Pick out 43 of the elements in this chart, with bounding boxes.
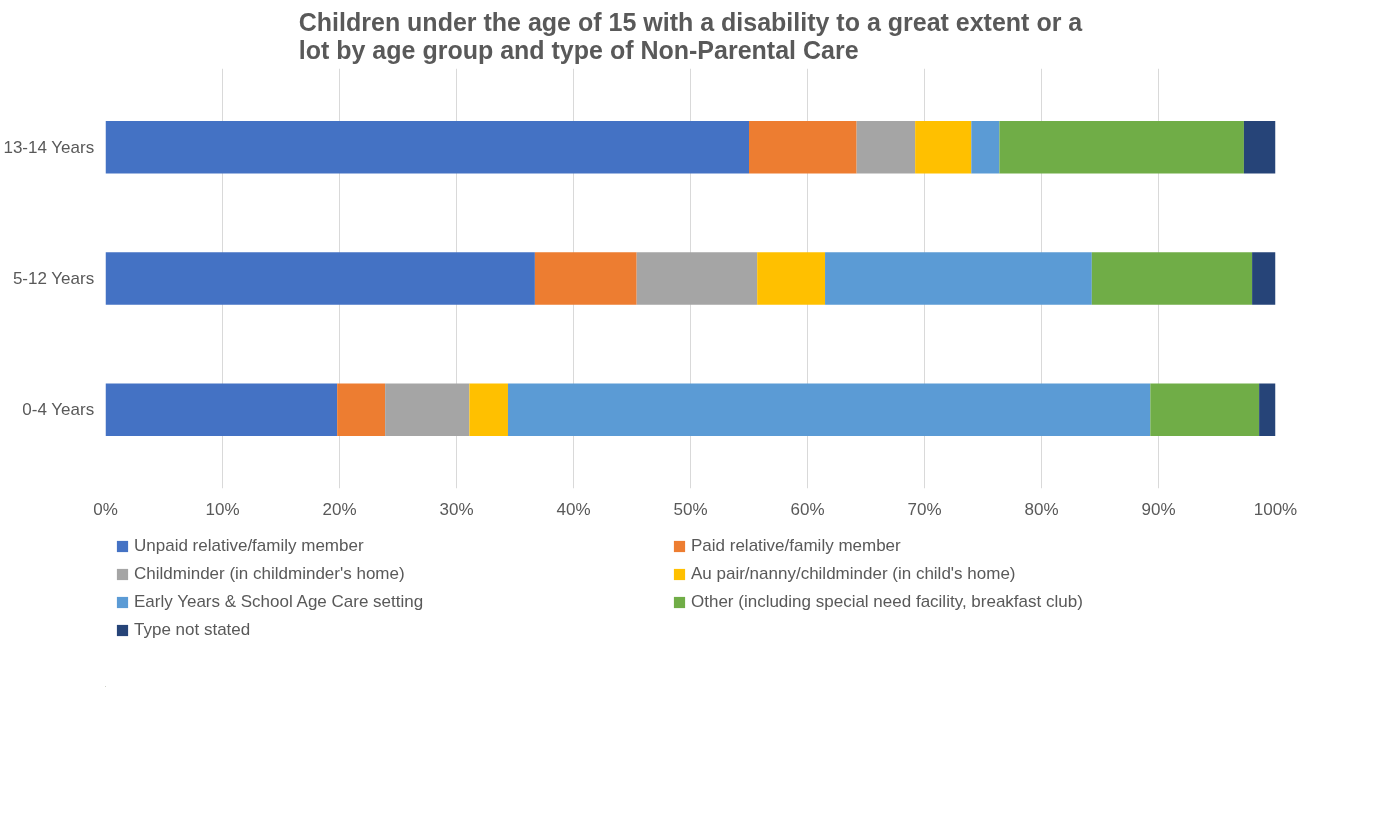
x-tick-label: 20% <box>322 499 357 519</box>
bar <box>105 121 749 174</box>
x-tick-label: 50% <box>673 499 708 519</box>
x-tick-label: 100% <box>1253 499 1298 519</box>
y-tick-label: 0-4 Years <box>22 400 95 420</box>
legend-label: Au pair/nanny/childminder (in child's home) <box>691 564 1017 584</box>
bar <box>469 383 508 436</box>
x-tick-label: 70% <box>907 499 942 519</box>
bar <box>636 252 758 305</box>
bar <box>856 121 916 174</box>
bar <box>1259 383 1276 436</box>
legend-label: Other (including special need facility, breakfast club) <box>691 592 1084 612</box>
legend-label: Type not stated <box>134 620 252 640</box>
x-tick-label: 90% <box>1141 499 1176 519</box>
x-tick-label: 10% <box>205 499 240 519</box>
legend-label: Unpaid relative/family member <box>134 536 365 556</box>
bar <box>825 252 1092 305</box>
bar <box>1243 121 1276 174</box>
bar <box>1252 252 1276 305</box>
y-tick-label: 5-12 Years <box>12 269 95 288</box>
bar <box>105 252 535 305</box>
bar <box>757 252 826 305</box>
bar <box>507 383 1151 436</box>
bar <box>915 121 972 174</box>
legend-label: Childminder (in childminder's home) <box>134 564 406 584</box>
bar <box>971 121 1000 174</box>
bar <box>534 252 637 305</box>
bar <box>1091 252 1253 305</box>
bar <box>337 383 386 436</box>
x-tick-label: 60% <box>790 499 825 519</box>
chart-title: Children under the age of 15 with a disability to a great extent or a lot by age group and type of Non-Parental Care <box>298 7 1084 64</box>
x-tick-label: 30% <box>439 499 474 519</box>
legend-label: Paid relative/family member <box>691 536 902 556</box>
bar <box>385 383 470 436</box>
bar <box>999 121 1244 174</box>
x-tick-label: 80% <box>1024 499 1059 519</box>
x-tick-label: 0% <box>93 499 118 519</box>
bar <box>1150 383 1260 436</box>
bar <box>749 121 857 174</box>
y-tick-label: 13-14 Years <box>3 137 95 157</box>
legend-label: Early Years & School Age Care setting <box>134 592 425 612</box>
x-tick-label: 40% <box>556 499 591 519</box>
bar <box>105 383 338 436</box>
